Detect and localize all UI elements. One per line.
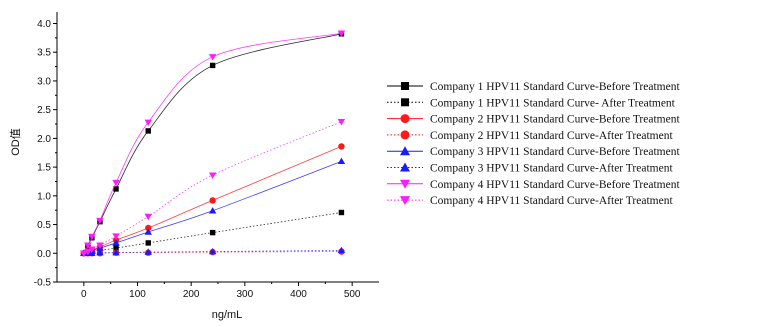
data-point	[209, 197, 216, 204]
data-point	[112, 179, 120, 187]
axes: -0.5 0.0 0.5 1.0 1.5 2.0 2.5 3.0 3.5 4.0 0 100 200 30…	[34, 12, 379, 300]
y-tick-label: 3.5	[37, 48, 51, 59]
y-tick-label: 1.5	[37, 163, 51, 174]
data-point	[208, 247, 217, 255]
y-tick-label: 3.0	[37, 76, 51, 87]
data-point	[208, 172, 217, 179]
data-point	[145, 224, 152, 232]
legend-item-1: Company 1 HPV11 Standard Curve-Before Tr…	[387, 81, 680, 93]
legend-item-5: Company 3 HPV11 Standard Curve-Before Tr…	[387, 146, 680, 158]
legend-label: Company 4 HPV11 Standard Curve-After Tre…	[430, 195, 673, 207]
data-point	[84, 248, 92, 256]
data-point	[88, 246, 96, 253]
series-8	[80, 119, 346, 257]
x-tick-label: 0	[81, 289, 87, 300]
legend-label: Company 3 HPV11 Standard Curve-After Tre…	[430, 163, 673, 175]
series-3	[80, 143, 345, 257]
plot-area	[80, 30, 346, 257]
series-line	[83, 121, 342, 254]
y-axis-title: OD值	[9, 128, 22, 156]
data-point	[337, 246, 346, 254]
x-tick-label: 400	[290, 289, 307, 300]
data-point	[337, 30, 346, 37]
legend-item-8: Company 4 HPV11 Standard Curve-After Tre…	[387, 195, 673, 207]
legend-label: Company 3 HPV11 Standard Curve-Before Tr…	[430, 146, 680, 158]
y-tick-label: 2.5	[37, 105, 51, 116]
legend-marker	[400, 196, 410, 206]
data-point	[208, 54, 217, 61]
legend-item-2: Company 1 HPV11 Standard Curve- After Tr…	[387, 97, 676, 109]
data-point	[144, 213, 152, 221]
legend-item-3: Company 2 HPV11 Standard Curve-Before Tr…	[387, 114, 680, 126]
data-point	[84, 242, 92, 249]
legend-label: Company 2 HPV11 Standard Curve-Before Tr…	[430, 114, 680, 126]
data-point	[144, 228, 152, 235]
legend-marker	[400, 130, 410, 140]
data-point	[145, 240, 151, 246]
data-point	[145, 128, 151, 134]
data-point	[209, 62, 216, 69]
data-point	[209, 229, 216, 236]
legend-label: Company 2 HPV11 Standard Curve-After Tre…	[430, 130, 673, 142]
y-tick-label: 0.5	[37, 220, 51, 231]
data-point	[113, 245, 119, 251]
x-tick-label: 200	[183, 289, 200, 300]
legend-marker	[401, 82, 409, 90]
data-point	[337, 119, 346, 126]
x-tick-label: 300	[236, 289, 253, 300]
data-point	[208, 207, 217, 214]
data-point	[144, 248, 152, 255]
legend-label: Company 4 HPV11 Standard Curve-Before Tr…	[430, 179, 680, 191]
series-5	[80, 157, 346, 256]
data-point	[96, 242, 104, 249]
legend-label: Company 1 HPV11 Standard Curve- After Tr…	[430, 97, 676, 109]
y-tick-label: -0.5	[34, 278, 52, 289]
data-point	[112, 249, 120, 256]
y-tick-label: 4.0	[37, 19, 51, 30]
data-point	[80, 250, 88, 257]
x-tick-label: 100	[129, 289, 146, 300]
legend-marker	[400, 162, 410, 172]
series-1	[81, 31, 345, 256]
legend-marker	[401, 98, 409, 107]
data-point	[96, 249, 104, 256]
x-axis-title: ng/mL	[212, 309, 243, 321]
legend-item-4: Company 2 HPV11 Standard Curve-After Tre…	[387, 130, 673, 142]
data-point	[88, 233, 96, 241]
data-point	[337, 157, 346, 165]
data-point	[112, 233, 120, 240]
data-point	[144, 119, 152, 126]
data-point	[338, 209, 345, 216]
legend-marker	[400, 146, 410, 156]
y-tick-label: 1.0	[37, 191, 51, 202]
data-point	[112, 239, 120, 246]
legend-item-6: Company 3 HPV11 Standard Curve-After Tre…	[387, 162, 673, 175]
y-tick-label: 0.0	[37, 249, 51, 260]
data-point	[96, 217, 104, 225]
legend-marker	[400, 179, 410, 189]
y-tick-label: 2.0	[37, 134, 51, 145]
legend-marker	[400, 114, 410, 124]
legend-label: Company 1 HPV11 Standard Curve-Before Tr…	[430, 81, 680, 93]
x-tick-label: 500	[344, 289, 361, 300]
legend-item-7: Company 4 HPV11 Standard Curve-Before Tr…	[387, 179, 680, 191]
legend: Company 1 HPV11 Standard Curve-Before Tr…	[387, 81, 680, 207]
data-point	[338, 143, 345, 150]
data-point	[113, 186, 119, 192]
